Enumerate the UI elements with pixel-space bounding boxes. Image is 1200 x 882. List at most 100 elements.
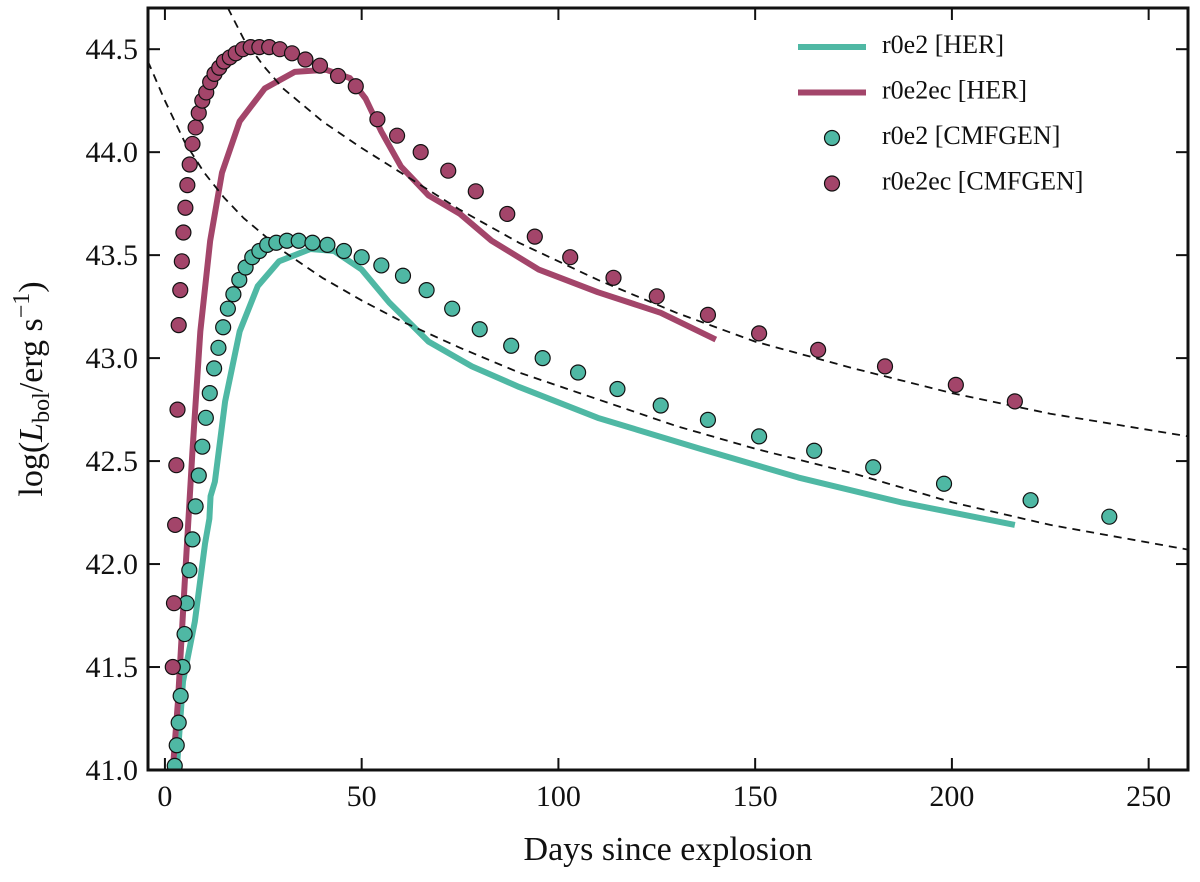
x-tick-label: 50 xyxy=(347,780,377,813)
marker xyxy=(215,319,232,336)
marker xyxy=(176,625,193,643)
marker xyxy=(412,144,429,161)
marker xyxy=(865,459,882,476)
marker xyxy=(369,111,386,128)
marker xyxy=(194,438,211,455)
marker xyxy=(175,224,192,241)
marker xyxy=(440,162,457,179)
marker xyxy=(444,300,461,317)
marker xyxy=(503,337,520,354)
x-tick-label: 250 xyxy=(1126,780,1171,813)
marker xyxy=(467,183,484,200)
marker xyxy=(201,385,218,402)
line xyxy=(173,245,1016,770)
marker xyxy=(648,288,665,305)
marker xyxy=(283,45,301,62)
y-tick-label: 43.5 xyxy=(86,239,139,272)
marker xyxy=(181,156,198,173)
legend-label: r0e2ec [CMFGEN] xyxy=(882,166,1083,195)
marker xyxy=(699,306,717,323)
marker xyxy=(569,364,587,381)
y-tick-label: 44.5 xyxy=(86,33,139,66)
marker xyxy=(172,687,189,704)
marker xyxy=(353,249,370,266)
marker xyxy=(311,57,329,74)
marker xyxy=(319,236,336,253)
y-label-part: ) xyxy=(13,281,50,292)
marker xyxy=(1101,508,1118,525)
plot-frame xyxy=(146,6,1190,772)
marker xyxy=(1022,492,1039,509)
marker xyxy=(526,228,543,245)
marker xyxy=(562,249,579,266)
marker xyxy=(418,282,435,299)
marker xyxy=(750,428,768,445)
y-tick-label: 41.5 xyxy=(86,651,139,684)
marker xyxy=(290,232,307,249)
marker xyxy=(471,321,488,338)
marker xyxy=(184,531,201,548)
marker xyxy=(190,467,207,484)
marker xyxy=(179,177,196,194)
marker xyxy=(166,757,183,770)
marker xyxy=(652,397,669,414)
y-tick-label: 43.0 xyxy=(86,342,139,375)
marker xyxy=(947,376,964,393)
marker xyxy=(181,562,198,579)
marker xyxy=(388,127,406,144)
legend-marker xyxy=(823,129,841,147)
plot-area xyxy=(148,8,1188,770)
y-tick-label: 44.0 xyxy=(86,136,139,169)
y-label-part: bol xyxy=(29,392,55,423)
marker xyxy=(750,325,768,342)
marker xyxy=(187,119,204,136)
x-tick-label: 100 xyxy=(536,780,581,813)
y-label-part: −1 xyxy=(9,293,35,319)
marker xyxy=(164,658,181,676)
marker xyxy=(347,78,364,95)
marker xyxy=(329,67,347,85)
marker xyxy=(609,380,626,398)
marker xyxy=(304,234,321,251)
marker xyxy=(219,300,236,317)
y-axis-label: log(Lbol/erg s−1) xyxy=(9,281,55,496)
marker xyxy=(810,341,827,358)
marker xyxy=(335,242,353,260)
marker xyxy=(177,199,194,216)
marker xyxy=(172,282,189,299)
marker xyxy=(168,457,185,474)
y-label-part: log( xyxy=(13,442,50,497)
marker xyxy=(605,269,622,286)
legend-label: r0e2ec [HER] xyxy=(882,75,1027,104)
marker xyxy=(225,286,242,303)
marker xyxy=(184,135,201,153)
x-tick-label: 150 xyxy=(733,780,778,813)
marker xyxy=(173,253,190,270)
marker xyxy=(206,360,223,377)
x-tick-label: 0 xyxy=(157,780,172,813)
marker xyxy=(197,409,214,426)
marker xyxy=(170,714,187,731)
marker xyxy=(876,358,894,375)
y-tick-label: 42.0 xyxy=(86,548,139,581)
marker xyxy=(169,401,186,418)
marker xyxy=(935,475,953,492)
legend-label: r0e2 [CMFGEN] xyxy=(882,121,1060,150)
marker xyxy=(187,498,204,515)
marker xyxy=(699,411,717,428)
marker xyxy=(170,317,187,334)
marker xyxy=(1006,393,1023,410)
marker xyxy=(394,267,412,284)
marker xyxy=(165,595,183,612)
marker xyxy=(806,442,823,459)
y-tick-label: 42.5 xyxy=(86,445,139,478)
marker xyxy=(168,737,185,754)
legend-label: r0e2 [HER] xyxy=(882,30,1004,59)
dashed-line xyxy=(227,8,1188,438)
marker xyxy=(210,339,227,356)
marker xyxy=(534,350,551,367)
marker xyxy=(373,257,390,274)
marker xyxy=(167,516,184,534)
x-axis-label: Days since explosion xyxy=(524,831,813,868)
